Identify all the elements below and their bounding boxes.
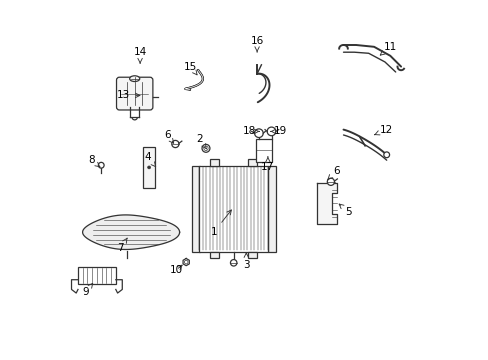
Text: 11: 11 bbox=[380, 42, 396, 55]
Polygon shape bbox=[317, 183, 337, 224]
Circle shape bbox=[326, 178, 334, 185]
Bar bbox=[267, 166, 275, 252]
Circle shape bbox=[184, 260, 187, 264]
Text: 9: 9 bbox=[82, 283, 93, 297]
FancyBboxPatch shape bbox=[116, 77, 153, 110]
Circle shape bbox=[230, 260, 237, 266]
Circle shape bbox=[202, 144, 209, 152]
Text: 14: 14 bbox=[133, 47, 146, 63]
Circle shape bbox=[266, 127, 275, 136]
Circle shape bbox=[171, 140, 179, 148]
Text: 6: 6 bbox=[163, 130, 173, 143]
Polygon shape bbox=[82, 215, 179, 249]
Text: 7: 7 bbox=[117, 238, 127, 253]
Text: 4: 4 bbox=[143, 152, 155, 167]
Bar bbox=[248, 159, 257, 166]
Text: 10: 10 bbox=[169, 265, 183, 275]
Text: 5: 5 bbox=[339, 204, 351, 217]
Text: 16: 16 bbox=[250, 36, 263, 52]
Circle shape bbox=[383, 152, 389, 158]
Circle shape bbox=[254, 129, 263, 138]
Bar bbox=[199, 166, 267, 252]
Text: 18: 18 bbox=[243, 126, 259, 136]
Circle shape bbox=[98, 162, 104, 168]
Text: 6: 6 bbox=[327, 166, 339, 179]
Bar bbox=[256, 139, 272, 162]
Text: 15: 15 bbox=[183, 62, 197, 75]
Text: 17: 17 bbox=[261, 157, 274, 172]
Text: 8: 8 bbox=[88, 155, 100, 167]
Bar bbox=[210, 252, 219, 258]
Text: 3: 3 bbox=[243, 253, 249, 270]
Bar bbox=[78, 267, 116, 284]
Circle shape bbox=[203, 146, 208, 150]
Bar bbox=[210, 159, 219, 166]
Polygon shape bbox=[183, 258, 189, 266]
Circle shape bbox=[147, 166, 150, 169]
Bar bbox=[191, 166, 199, 252]
Text: 19: 19 bbox=[270, 126, 286, 136]
Ellipse shape bbox=[129, 76, 140, 82]
Text: 2: 2 bbox=[196, 134, 206, 149]
Text: 13: 13 bbox=[117, 90, 140, 100]
Text: 12: 12 bbox=[374, 125, 392, 135]
Text: 1: 1 bbox=[210, 210, 231, 237]
Bar bbox=[248, 252, 257, 258]
Bar bbox=[142, 147, 155, 188]
